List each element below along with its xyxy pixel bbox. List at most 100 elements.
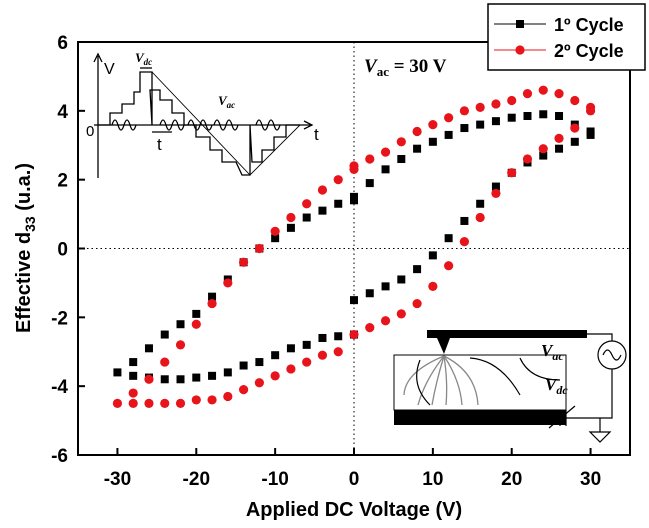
marker: [507, 168, 517, 178]
marker: [460, 124, 469, 133]
y-tick-label: -6: [51, 446, 68, 467]
marker: [570, 95, 580, 106]
marker: [175, 340, 186, 350]
text: V: [135, 50, 145, 65]
marker: [239, 361, 248, 370]
subscript: dc: [556, 383, 568, 397]
marker: [516, 20, 524, 28]
plot-area: [78, 42, 630, 455]
marker: [586, 130, 595, 139]
marker: [175, 398, 186, 408]
marker: [444, 113, 454, 123]
marker: [317, 185, 328, 195]
text: V: [218, 93, 228, 108]
marker: [539, 151, 548, 160]
marker: [380, 147, 391, 157]
marker: [255, 358, 264, 367]
marker: [475, 212, 485, 223]
x-tick-label: -10: [261, 469, 288, 490]
y-axis-label: Effective d33 (u.a.): [13, 163, 38, 333]
marker: [396, 137, 406, 147]
marker: [412, 298, 422, 309]
x-tick-label: 30: [580, 469, 601, 490]
marker: [286, 212, 296, 223]
marker: [223, 278, 233, 288]
x-tick-label: -30: [104, 469, 131, 490]
marker: [555, 144, 564, 153]
marker: [207, 395, 217, 405]
marker: [192, 373, 201, 382]
marker: [144, 374, 154, 384]
marker: [522, 154, 533, 164]
marker: [318, 206, 327, 215]
marker: [160, 330, 169, 339]
marker: [554, 133, 564, 143]
marker: [176, 320, 185, 329]
marker: [349, 329, 359, 340]
annotation: Vac = 30 V: [364, 56, 447, 79]
marker: [349, 164, 359, 174]
subscript: ac: [377, 64, 390, 79]
marker: [286, 223, 295, 232]
y-tick-label: -4: [51, 377, 68, 398]
marker: [113, 368, 122, 377]
text: V: [545, 375, 558, 394]
marker: [539, 110, 548, 119]
marker: [128, 388, 138, 398]
marker: [160, 398, 170, 408]
marker: [522, 89, 533, 99]
marker: [491, 188, 501, 199]
marker: [239, 385, 249, 395]
inset-label: 0: [86, 123, 94, 140]
marker: [428, 120, 438, 130]
marker: [413, 265, 422, 274]
inset-label: t: [314, 125, 319, 144]
marker: [334, 332, 343, 341]
marker: [555, 111, 564, 120]
text: V: [364, 56, 378, 77]
marker: [460, 216, 469, 225]
marker: [223, 391, 233, 402]
marker: [191, 319, 201, 329]
marker: [428, 137, 437, 146]
marker: [129, 371, 138, 380]
inset-label: t: [157, 135, 162, 154]
marker: [475, 102, 485, 112]
x-axis-label: Applied DC Voltage (V): [246, 499, 462, 521]
marker: [350, 296, 358, 305]
waveform-inset: [93, 52, 314, 178]
y-tick-label: 6: [57, 33, 68, 54]
insets: V 0 t t Vdc Vac: [86, 50, 627, 443]
marker: [365, 289, 374, 298]
legend-label: 1º Cycle: [554, 15, 624, 35]
marker: [515, 45, 525, 55]
marker: [396, 309, 406, 319]
marker: [365, 154, 375, 164]
text: Effective d: [13, 232, 35, 333]
marker: [554, 89, 564, 99]
marker: [585, 102, 596, 112]
marker: [365, 179, 374, 188]
marker: [128, 398, 138, 408]
marker: [380, 316, 391, 326]
marker: [491, 117, 500, 126]
marker: [476, 120, 485, 129]
legend-box: [487, 3, 646, 71]
marker: [318, 333, 327, 342]
marker: [160, 375, 169, 384]
marker: [538, 144, 548, 154]
inset-label: Vac: [541, 341, 564, 363]
marker: [397, 275, 406, 284]
inset-label: Vdc: [545, 375, 568, 397]
marker: [207, 298, 217, 309]
marker: [491, 99, 501, 109]
marker: [302, 199, 312, 209]
marker: [160, 357, 170, 367]
marker: [144, 398, 154, 408]
marker: [459, 237, 469, 247]
marker: [428, 251, 437, 260]
marker: [191, 395, 201, 405]
text: = 30 V: [389, 56, 447, 77]
marker: [444, 261, 454, 271]
